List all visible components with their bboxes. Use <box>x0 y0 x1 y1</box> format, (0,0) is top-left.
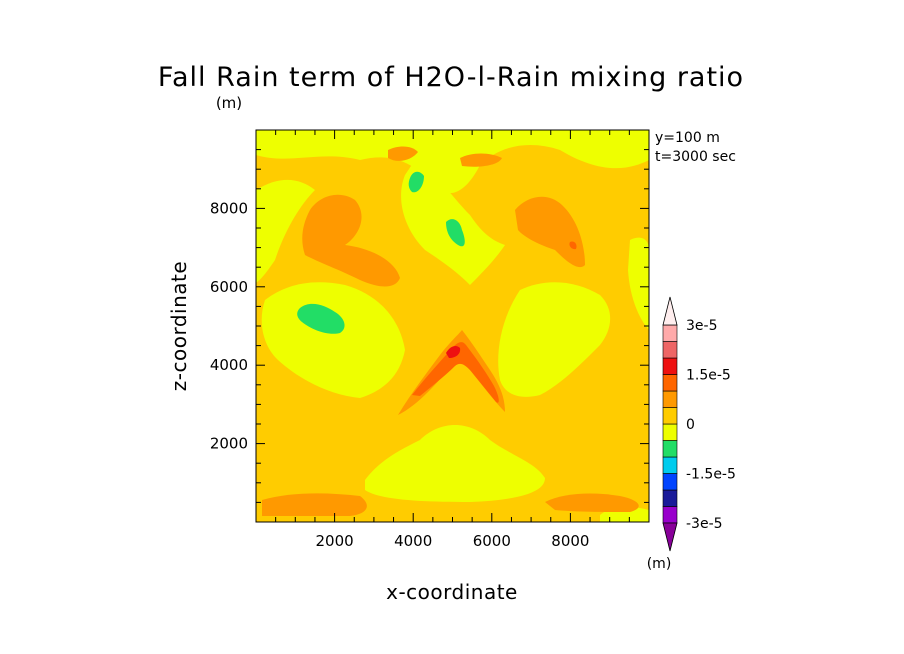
colorbar-label: -3e-5 <box>686 516 723 532</box>
x-tick-label: 8000 <box>551 532 589 550</box>
y-tick-label: 6000 <box>210 278 248 296</box>
y-tick-label: 4000 <box>210 356 248 374</box>
low-region-left <box>261 282 405 398</box>
title-unit: (m) <box>216 94 242 112</box>
colorbar-max-triangle <box>662 296 678 326</box>
chart-title: Fall Rain term of H2O-l-Rain mixing rati… <box>158 62 744 93</box>
colorbar: 3e-5 1.5e-5 0 -1.5e-5 -3e-5 <box>662 296 736 552</box>
colorbar-label: 3e-5 <box>686 318 717 334</box>
colorbar-swatch <box>662 456 678 474</box>
negative-region-top <box>408 171 424 193</box>
colorbar-label: -1.5e-5 <box>686 467 736 483</box>
high-dot-right <box>569 241 577 250</box>
y-tick-label: 8000 <box>210 199 248 217</box>
low-region-bottom <box>365 425 545 502</box>
colorbar-swatch <box>662 440 678 458</box>
y-axis-label: z-coordinate <box>167 261 191 391</box>
colorbar-swatch <box>662 407 678 425</box>
colorbar-swatch <box>662 473 678 491</box>
contour-field <box>256 130 649 522</box>
colorbar-label: 1.5e-5 <box>686 368 731 384</box>
colorbar-swatch <box>662 374 678 392</box>
colorbar-swatch <box>662 324 678 342</box>
mid-region-top-left-blob <box>388 146 418 161</box>
colorbar-label: 0 <box>686 417 695 433</box>
colorbar-swatch <box>662 357 678 375</box>
x-axis: 2000 4000 6000 8000 <box>275 130 630 550</box>
low-region-right-edge <box>628 237 649 330</box>
mid-region-right-arc <box>515 196 585 268</box>
x-tick-label: 6000 <box>473 532 511 550</box>
low-region-right <box>498 282 611 397</box>
mid-region-top-center-blob <box>460 153 502 167</box>
x-tick-label: 2000 <box>316 532 354 550</box>
mid-region-bottom-right <box>545 493 639 512</box>
colorbar-swatch <box>662 341 678 359</box>
y-axis: 2000 4000 6000 8000 <box>210 149 649 503</box>
peak-region <box>446 345 461 358</box>
mid-region-left-arc <box>302 194 400 287</box>
low-region-top <box>256 130 649 194</box>
colorbar-swatch <box>662 506 678 524</box>
annotation-y: y=100 m <box>655 130 720 146</box>
colorbar-unit: (m) <box>647 556 672 572</box>
mid-region-chevron <box>398 330 505 415</box>
x-tick-label: 4000 <box>394 532 432 550</box>
colorbar-swatch <box>662 390 678 408</box>
mid-region-bottom-left <box>262 493 367 516</box>
colorbar-min-triangle <box>662 522 678 552</box>
y-tick-label: 2000 <box>210 435 248 453</box>
negative-region-center <box>446 219 465 247</box>
annotation-t: t=3000 sec <box>655 149 736 165</box>
low-region-top-left-band <box>256 179 315 283</box>
colorbar-swatch <box>662 423 678 441</box>
colorbar-swatch <box>662 489 678 507</box>
negative-region-left <box>297 303 345 334</box>
x-axis-label: x-coordinate <box>386 580 518 604</box>
